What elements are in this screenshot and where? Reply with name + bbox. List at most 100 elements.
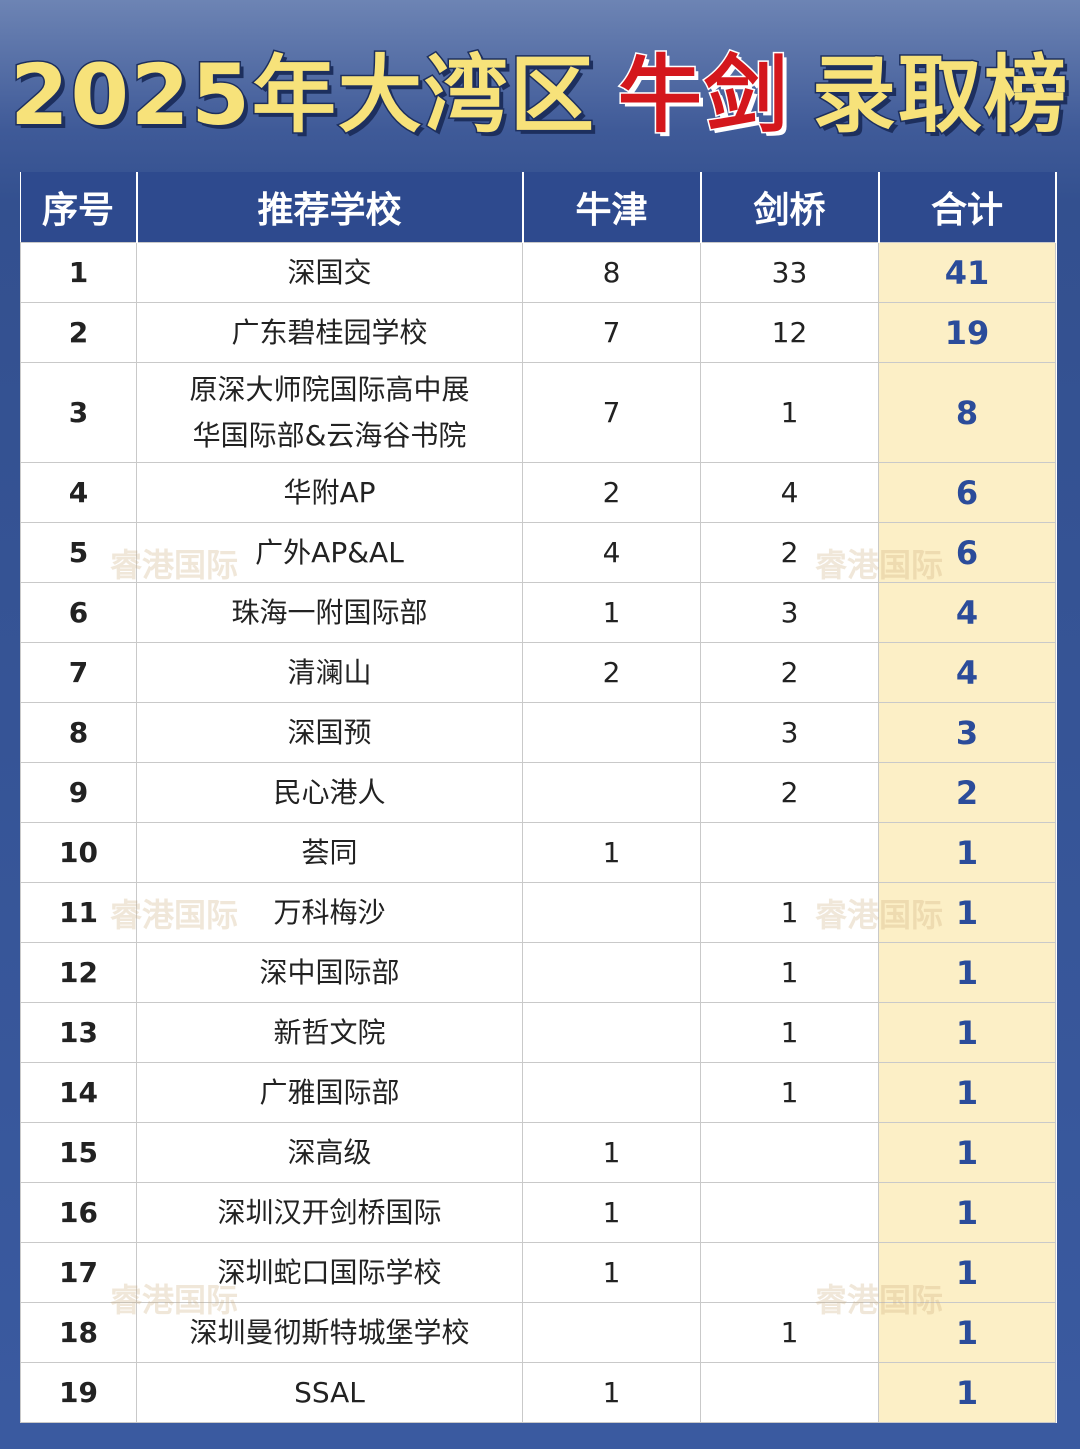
- table-row: 1 深国交 8 33 41: [20, 242, 1056, 303]
- school-cell: 华附AP: [136, 462, 523, 523]
- school-cell: 原深大师院国际高中展 华国际部&云海谷书院: [136, 362, 523, 463]
- rank-cell: 7: [20, 642, 137, 703]
- table-row: 3 原深大师院国际高中展 华国际部&云海谷书院 7 1 8: [20, 362, 1056, 463]
- rank-cell: 14: [20, 1062, 137, 1123]
- header-row: 序号 推荐学校 牛津 剑桥 合计: [20, 172, 1057, 243]
- cambridge-cell: 2: [700, 642, 879, 703]
- table-row: 2 广东碧桂园学校 7 12 19: [20, 302, 1056, 363]
- school-name-line: 深中国际部: [259, 955, 400, 989]
- table-row: 16 深圳汉开剑桥国际 1 1: [20, 1182, 1056, 1243]
- cambridge-cell: 12: [700, 302, 879, 363]
- title: 2025年大湾区 牛剑 录取榜: [0, 28, 1080, 149]
- oxford-cell: 1: [522, 1182, 701, 1243]
- table-row: 13 新哲文院 1 1: [20, 1002, 1056, 1063]
- oxford-cell: [522, 882, 701, 943]
- cambridge-cell: 33: [700, 242, 879, 303]
- rank-cell: 11: [20, 882, 137, 943]
- rank-cell: 5: [20, 522, 137, 583]
- school-cell: 深圳曼彻斯特城堡学校: [136, 1302, 523, 1363]
- school-name-line: 新哲文院: [273, 1015, 386, 1049]
- cambridge-cell: [700, 1242, 879, 1303]
- total-cell: 1: [878, 942, 1056, 1003]
- rank-cell: 13: [20, 1002, 137, 1063]
- column-header: 牛津: [522, 172, 702, 243]
- school-name-line: 清澜山: [287, 655, 372, 689]
- cambridge-cell: 1: [700, 1002, 879, 1063]
- school-cell: 深中国际部: [136, 942, 523, 1003]
- oxford-cell: [522, 1002, 701, 1063]
- rank-cell: 8: [20, 702, 137, 763]
- table-row: 7 清澜山 2 2 4: [20, 642, 1056, 703]
- oxford-cell: [522, 762, 701, 823]
- column-header: 推荐学校: [136, 172, 524, 243]
- cambridge-cell: 2: [700, 522, 879, 583]
- total-cell: 4: [878, 582, 1056, 643]
- school-cell: 广雅国际部: [136, 1062, 523, 1123]
- rank-cell: 15: [20, 1122, 137, 1183]
- school-name-line: 深国交: [287, 255, 372, 289]
- school-name-line: 深高级: [287, 1135, 372, 1169]
- school-cell: SSAL: [136, 1362, 523, 1423]
- table-row: 10 荟同 1 1: [20, 822, 1056, 883]
- school-name-line: 深圳蛇口国际学校: [217, 1255, 442, 1289]
- oxford-cell: 2: [522, 462, 701, 523]
- rank-cell: 4: [20, 462, 137, 523]
- table-body: 1 深国交 8 33 41 2 广东碧桂园学校 7 12 19 3 原深大师院国际高中展 华国际部&云海…: [20, 242, 1056, 1423]
- school-cell: 民心港人: [136, 762, 523, 823]
- school-name-line: 华附AP: [283, 475, 376, 509]
- table-row: 19 SSAL 1 1: [20, 1362, 1056, 1423]
- table-row: 14 广雅国际部 1 1: [20, 1062, 1056, 1123]
- total-cell: 41: [878, 242, 1056, 303]
- oxford-cell: 2: [522, 642, 701, 703]
- cambridge-cell: [700, 1182, 879, 1243]
- total-cell: 1: [878, 1242, 1056, 1303]
- rank-cell: 10: [20, 822, 137, 883]
- cambridge-cell: 1: [700, 1062, 879, 1123]
- title-lead: 2025年大湾区: [9, 45, 596, 146]
- cambridge-cell: 1: [700, 362, 879, 463]
- oxford-cell: 1: [522, 1242, 701, 1303]
- rank-cell: 18: [20, 1302, 137, 1363]
- school-name-line: 广雅国际部: [259, 1075, 400, 1109]
- school-name-line: 深圳曼彻斯特城堡学校: [189, 1315, 470, 1349]
- table-row: 4 华附AP 2 4 6: [20, 462, 1056, 523]
- oxford-cell: 1: [522, 1122, 701, 1183]
- total-cell: 6: [878, 462, 1056, 523]
- school-name-line: SSAL: [294, 1375, 365, 1409]
- cambridge-cell: [700, 1362, 879, 1423]
- cambridge-cell: 1: [700, 942, 879, 1003]
- table-row: 9 民心港人 2 2: [20, 762, 1056, 823]
- total-cell: 2: [878, 762, 1056, 823]
- total-cell: 8: [878, 362, 1056, 463]
- total-cell: 3: [878, 702, 1056, 763]
- table-row: 11 万科梅沙 1 1: [20, 882, 1056, 943]
- oxford-cell: [522, 702, 701, 763]
- cambridge-cell: [700, 1122, 879, 1183]
- oxford-cell: 7: [522, 362, 701, 463]
- oxford-cell: [522, 1302, 701, 1363]
- total-cell: 1: [878, 1002, 1056, 1063]
- rank-cell: 2: [20, 302, 137, 363]
- column-header: 序号: [20, 172, 138, 243]
- school-name-line: 深圳汉开剑桥国际: [217, 1195, 442, 1229]
- school-name-line: 珠海一附国际部: [231, 595, 428, 629]
- cambridge-cell: 3: [700, 582, 879, 643]
- total-cell: 1: [878, 1182, 1056, 1243]
- school-name-line: 荟同: [301, 835, 358, 869]
- oxford-cell: 1: [522, 582, 701, 643]
- school-name-line: 广东碧桂园学校: [231, 315, 428, 349]
- rank-cell: 12: [20, 942, 137, 1003]
- column-header: 合计: [878, 172, 1057, 243]
- school-name-line: 原深大师院国际高中展: [189, 372, 470, 406]
- oxford-cell: 7: [522, 302, 701, 363]
- ranking-table: 序号 推荐学校 牛津 剑桥 合计 1 深国交 8 33 41 2 广东碧桂园学校 7 12 19 3 原深大师…: [20, 172, 1057, 1423]
- oxford-cell: 8: [522, 242, 701, 303]
- table-row: 6 珠海一附国际部 1 3 4: [20, 582, 1056, 643]
- school-cell: 清澜山: [136, 642, 523, 703]
- school-cell: 深圳汉开剑桥国际: [136, 1182, 523, 1243]
- total-cell: 19: [878, 302, 1056, 363]
- cambridge-cell: [700, 822, 879, 883]
- rank-cell: 9: [20, 762, 137, 823]
- total-cell: 1: [878, 882, 1056, 943]
